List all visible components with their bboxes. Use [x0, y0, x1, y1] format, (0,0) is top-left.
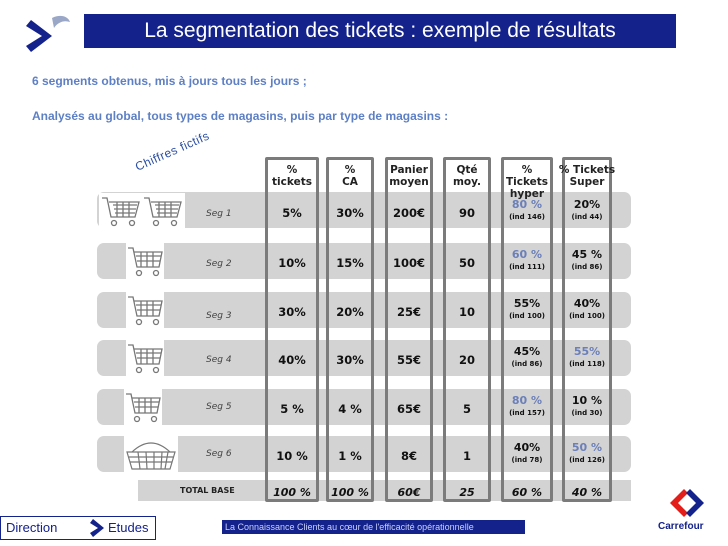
cell-qte: 10	[458, 305, 475, 319]
cart-icon	[126, 340, 164, 376]
cell-tickets: 30%	[278, 305, 306, 319]
intro-line-1: 6 segments obtenus, mis à jours tous les…	[32, 74, 307, 88]
segment-label: Seg 6	[206, 449, 232, 459]
cell-hyper-index: (ind 111)	[509, 263, 545, 271]
total-panier: 60€	[397, 486, 421, 499]
column-frame-qte	[443, 157, 491, 502]
cell-super-index: (ind 126)	[569, 456, 605, 464]
cell-super-index: (ind 100)	[569, 312, 605, 320]
segment-label: Seg 4	[206, 355, 232, 365]
cell-ca: 15%	[336, 256, 364, 270]
total-qte: 25	[459, 486, 475, 499]
company-logo	[26, 15, 70, 52]
cell-tickets: 10 %	[276, 449, 308, 463]
segment-row-1	[97, 192, 631, 228]
cart-icon	[126, 292, 164, 328]
two-carts-icon	[99, 193, 185, 229]
column-frame-panier	[385, 157, 433, 502]
header-super: % Tickets Super	[558, 164, 616, 188]
segment-row-2	[97, 243, 631, 279]
cell-super-pct: 55%	[573, 345, 601, 358]
header-panier: Panier moyen	[389, 164, 429, 188]
header-hyper: % Tickets hyper	[505, 164, 549, 200]
chevron-logo-icon	[90, 519, 104, 537]
header-qte: Qté moy.	[452, 164, 482, 188]
cell-tickets: 5 %	[280, 402, 304, 416]
cell-qte: 50	[458, 256, 475, 270]
cell-hyper-pct: 55%	[513, 297, 541, 310]
fictitious-figures-note: Chiffres fictifs	[133, 128, 212, 174]
etudes-label: Etudes	[108, 520, 149, 535]
total-ca: 100 %	[331, 486, 369, 499]
cell-panier: 8€	[400, 449, 417, 463]
cell-ca: 30%	[336, 206, 364, 220]
cell-qte: 1	[462, 449, 471, 463]
cell-ca: 30%	[336, 353, 364, 367]
segment-label: Seg 3	[206, 311, 232, 321]
cell-hyper-pct: 40%	[513, 441, 541, 454]
cell-panier: 100€	[392, 256, 425, 270]
cell-super-pct: 45 %	[571, 248, 603, 261]
cell-super-pct: 40%	[573, 297, 601, 310]
cell-panier: 25€	[396, 305, 421, 319]
cell-tickets: 40%	[278, 353, 306, 367]
cell-super-index: (ind 118)	[569, 360, 605, 368]
cell-qte: 5	[462, 402, 471, 416]
cell-ca: 20%	[336, 305, 364, 319]
page-title: La segmentation des tickets : exemple de…	[84, 14, 676, 48]
total-row	[138, 480, 631, 501]
cell-hyper-pct: 80 %	[511, 198, 543, 211]
footer-tagline: La Connaissance Clients au cœur de l'eff…	[222, 520, 525, 534]
cell-qte: 20	[458, 353, 475, 367]
total-super: 40 %	[571, 486, 603, 499]
cell-tickets: 5%	[282, 206, 302, 220]
cell-tickets: 10%	[278, 256, 306, 270]
column-frame-hyper	[501, 157, 553, 502]
total-tickets: 100 %	[273, 486, 311, 499]
cell-hyper-index: (ind 78)	[511, 456, 543, 464]
cell-hyper-pct: 80 %	[511, 394, 543, 407]
direction-label: Direction	[6, 520, 58, 535]
column-frame-super	[562, 157, 612, 502]
cell-panier: 55€	[396, 353, 421, 367]
column-frame-tickets	[265, 157, 319, 502]
cell-super-pct: 20%	[573, 198, 601, 211]
cell-panier: 200€	[392, 206, 425, 220]
segment-row-3	[97, 292, 631, 328]
cell-hyper-index: (ind 86)	[511, 360, 543, 368]
cell-qte: 90	[458, 206, 475, 220]
cell-super-pct: 50 %	[571, 441, 603, 454]
cell-hyper-pct: 60 %	[511, 248, 543, 261]
segment-label: Seg 1	[206, 209, 232, 219]
cell-panier: 65€	[396, 402, 421, 416]
column-frame-ca	[326, 157, 374, 502]
cart-icon	[124, 389, 162, 425]
segment-row-4	[97, 340, 631, 376]
segment-label: Seg 2	[206, 259, 232, 269]
segment-row-6	[97, 436, 631, 472]
cell-hyper-index: (ind 146)	[509, 213, 545, 221]
header-tickets: % tickets	[272, 164, 312, 188]
segment-label: Seg 5	[206, 402, 232, 412]
cell-hyper-index: (ind 157)	[509, 409, 545, 417]
cell-super-index: (ind 86)	[571, 263, 603, 271]
header-ca: % CA	[342, 164, 358, 188]
segment-row-5	[97, 389, 631, 425]
basket-icon	[124, 436, 178, 474]
cell-hyper-index: (ind 100)	[509, 312, 545, 320]
carrefour-logo-icon	[670, 489, 704, 517]
carrefour-brand: Carrefour	[658, 521, 704, 532]
cell-hyper-pct: 45%	[513, 345, 541, 358]
cell-ca: 4 %	[338, 402, 362, 416]
direction-etudes-box	[0, 516, 156, 540]
total-hyper: 60 %	[511, 486, 543, 499]
cell-super-index: (ind 30)	[571, 409, 603, 417]
cart-icon	[126, 243, 164, 279]
cell-ca: 1 %	[338, 449, 362, 463]
cell-super-pct: 10 %	[571, 394, 603, 407]
cell-super-index: (ind 44)	[571, 213, 603, 221]
intro-line-2: Analysés au global, tous types de magasi…	[32, 109, 449, 123]
total-label: TOTAL BASE	[180, 486, 235, 495]
